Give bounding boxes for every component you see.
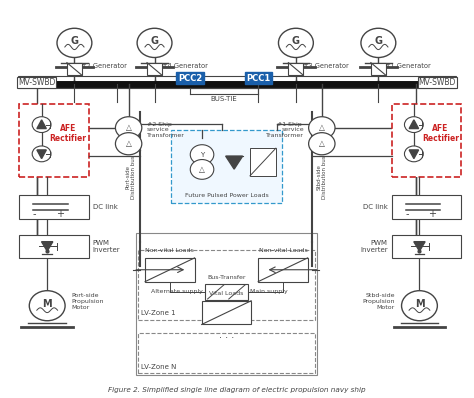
- Text: Figure 2. Simplified single line diagram of electric propulsion navy ship: Figure 2. Simplified single line diagram…: [108, 386, 366, 393]
- Text: M: M: [42, 299, 52, 309]
- Circle shape: [190, 160, 214, 179]
- Polygon shape: [37, 150, 46, 159]
- Bar: [147, 62, 162, 75]
- Circle shape: [116, 133, 142, 155]
- Polygon shape: [37, 120, 46, 129]
- Text: #2 Ship-
service
Transformer: #2 Ship- service Transformer: [146, 121, 184, 138]
- Text: AFE
Rectifier: AFE Rectifier: [422, 124, 459, 143]
- Text: DC link: DC link: [93, 204, 118, 210]
- Text: Stbd-side
Distribution bus: Stbd-side Distribution bus: [317, 156, 327, 199]
- Bar: [18, 76, 456, 88]
- Text: △: △: [319, 123, 325, 132]
- Text: Non-vital Loads: Non-vital Loads: [146, 248, 194, 253]
- Text: △: △: [126, 139, 132, 148]
- Text: -: -: [33, 209, 36, 219]
- Polygon shape: [409, 150, 419, 159]
- Text: . . .: . . .: [219, 330, 234, 340]
- Text: #1 Ship-
service
Transformer: #1 Ship- service Transformer: [266, 121, 304, 138]
- Bar: [205, 284, 247, 300]
- Text: PCC2: PCC2: [178, 74, 202, 82]
- Text: M: M: [415, 299, 424, 309]
- Circle shape: [404, 117, 423, 133]
- Text: DC link: DC link: [363, 204, 388, 210]
- Bar: [67, 62, 82, 75]
- Circle shape: [32, 117, 51, 133]
- Text: BUS-TIE: BUS-TIE: [210, 96, 237, 102]
- Bar: [19, 195, 89, 219]
- Bar: [201, 301, 251, 324]
- Text: -: -: [405, 209, 409, 219]
- Circle shape: [404, 146, 423, 162]
- Text: Non-vital Loads: Non-vital Loads: [259, 248, 307, 253]
- Text: G: G: [71, 36, 78, 46]
- Text: PWM
Inverter: PWM Inverter: [360, 240, 388, 253]
- Text: G: G: [374, 36, 383, 46]
- Text: Stbd-side
Propulsion
Motor: Stbd-side Propulsion Motor: [363, 293, 395, 310]
- Text: Future Pulsed Power Loads: Future Pulsed Power Loads: [184, 193, 268, 198]
- Polygon shape: [226, 156, 243, 169]
- Text: Y: Y: [200, 152, 204, 158]
- Text: △: △: [319, 139, 325, 148]
- Bar: [136, 232, 317, 375]
- Polygon shape: [414, 242, 425, 251]
- Text: Port-side
Distribution bus: Port-side Distribution bus: [126, 156, 137, 199]
- Text: G: G: [292, 36, 300, 46]
- Bar: [371, 62, 386, 75]
- Polygon shape: [42, 242, 53, 251]
- Bar: [171, 130, 282, 203]
- Text: +: +: [56, 209, 64, 219]
- Circle shape: [190, 145, 214, 164]
- Text: Alternate supply: Alternate supply: [151, 289, 203, 295]
- Text: #4 Generator: #4 Generator: [162, 62, 208, 68]
- Text: +: +: [428, 209, 436, 219]
- Text: LV-Zone 1: LV-Zone 1: [141, 310, 175, 316]
- Bar: [19, 104, 89, 177]
- Bar: [392, 195, 461, 219]
- Bar: [250, 148, 276, 176]
- Text: LV-Zone N: LV-Zone N: [141, 364, 176, 370]
- Text: PCC1: PCC1: [246, 74, 270, 82]
- Text: #1 Generator: #1 Generator: [385, 62, 431, 68]
- Text: G: G: [151, 36, 158, 46]
- Bar: [138, 250, 315, 320]
- Polygon shape: [409, 120, 419, 129]
- Bar: [19, 234, 89, 258]
- Text: △: △: [199, 165, 205, 174]
- Text: MV-SWBD: MV-SWBD: [419, 78, 456, 87]
- Bar: [288, 62, 303, 75]
- Text: #3 Generator: #3 Generator: [303, 62, 349, 68]
- Bar: [392, 104, 461, 177]
- Text: Bus-Transfer: Bus-Transfer: [207, 275, 246, 280]
- Circle shape: [137, 28, 172, 57]
- Circle shape: [401, 291, 438, 321]
- Bar: [138, 334, 315, 373]
- Text: Vital Loads: Vital Loads: [209, 291, 244, 296]
- Text: △: △: [126, 123, 132, 132]
- Circle shape: [116, 117, 142, 139]
- Bar: [392, 234, 461, 258]
- Text: Main supply: Main supply: [250, 289, 288, 295]
- Circle shape: [57, 28, 92, 57]
- Text: #2 Generator: #2 Generator: [82, 62, 128, 68]
- Text: Port-side
Propulsion
Motor: Port-side Propulsion Motor: [72, 293, 104, 310]
- Circle shape: [309, 133, 335, 155]
- Circle shape: [32, 146, 51, 162]
- Circle shape: [309, 117, 335, 139]
- Circle shape: [361, 28, 396, 57]
- Circle shape: [278, 28, 313, 57]
- Text: MV-SWBD: MV-SWBD: [18, 78, 55, 87]
- Bar: [258, 258, 308, 282]
- Bar: [145, 258, 195, 282]
- Text: AFE
Rectifier: AFE Rectifier: [50, 124, 87, 143]
- Circle shape: [29, 291, 65, 321]
- Text: PWM
Inverter: PWM Inverter: [93, 240, 120, 253]
